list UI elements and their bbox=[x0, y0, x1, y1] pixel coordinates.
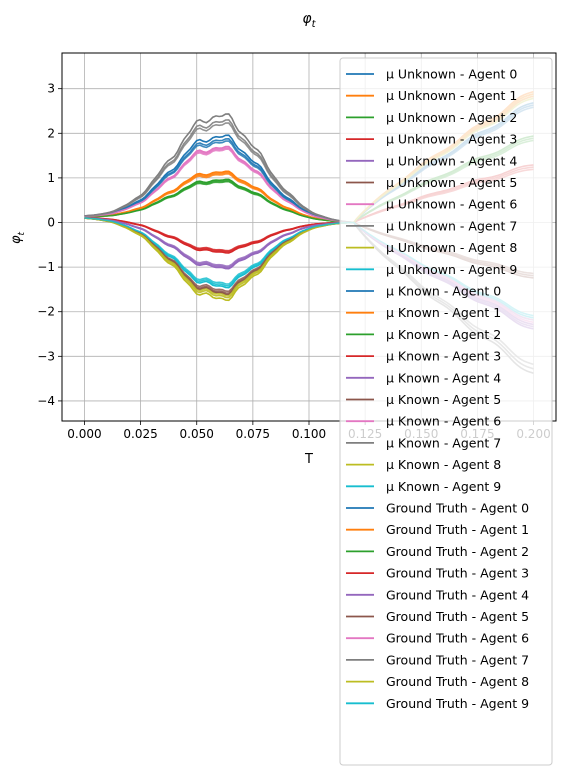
legend-label: Ground Truth - Agent 8 bbox=[386, 674, 529, 689]
legend-label: Ground Truth - Agent 1 bbox=[386, 522, 529, 537]
legend-label: μ Unknown - Agent 0 bbox=[386, 67, 517, 82]
legend-label: μ Unknown - Agent 4 bbox=[386, 153, 517, 168]
legend-label: μ Unknown - Agent 3 bbox=[386, 132, 517, 147]
legend-label: μ Known - Agent 1 bbox=[386, 305, 501, 320]
legend-label: μ Known - Agent 6 bbox=[386, 414, 501, 429]
y-axis-label-subscript: t bbox=[17, 231, 27, 235]
y-tick-label: −3 bbox=[37, 349, 55, 363]
legend-label: Ground Truth - Agent 0 bbox=[386, 501, 529, 516]
chart-title-main: φ bbox=[302, 11, 312, 27]
legend: μ Unknown - Agent 0 μ Unknown - Agent 1 μ … bbox=[339, 57, 553, 766]
x-tick-label: 0.075 bbox=[236, 427, 270, 441]
legend-label: μ Unknown - Agent 1 bbox=[386, 88, 517, 103]
series-lines bbox=[84, 90, 534, 374]
legend-label: μ Unknown - Agent 8 bbox=[386, 240, 517, 255]
legend-label: μ Unknown - Agent 7 bbox=[386, 218, 517, 233]
x-axis-label: T bbox=[304, 452, 313, 467]
y-tick-label: −4 bbox=[37, 394, 55, 408]
legend-label: μ Known - Agent 4 bbox=[386, 370, 501, 385]
legend-label: μ Unknown - Agent 6 bbox=[386, 197, 517, 212]
legend-label: μ Known - Agent 9 bbox=[386, 479, 501, 494]
y-axis-label: φt bbox=[9, 231, 27, 244]
chart-title-subscript: t bbox=[312, 19, 317, 30]
x-tick-label: 0.100 bbox=[292, 427, 326, 441]
y-tick-label: 3 bbox=[47, 82, 55, 96]
legend-label: Ground Truth - Agent 4 bbox=[386, 587, 529, 602]
x-tick-label: 0.000 bbox=[67, 427, 101, 441]
x-tick-label: 0.025 bbox=[123, 427, 157, 441]
y-tick-label: 2 bbox=[47, 126, 55, 140]
legend-label: μ Known - Agent 7 bbox=[386, 435, 501, 450]
legend-label: μ Unknown - Agent 2 bbox=[386, 110, 517, 125]
legend-label: Ground Truth - Agent 6 bbox=[386, 631, 529, 646]
legend-label: μ Known - Agent 5 bbox=[386, 392, 501, 407]
legend-label: μ Unknown - Agent 5 bbox=[386, 175, 517, 190]
y-axis-label-main: φ bbox=[9, 235, 24, 244]
legend-label: μ Unknown - Agent 9 bbox=[386, 262, 517, 277]
y-tick-label: −1 bbox=[37, 260, 55, 274]
legend-label: Ground Truth - Agent 3 bbox=[386, 566, 529, 581]
legend-label: Ground Truth - Agent 5 bbox=[386, 609, 529, 624]
x-tick-label: 0.050 bbox=[180, 427, 214, 441]
legend-box bbox=[339, 57, 553, 766]
y-axis-ticks: −4 −3 −2 −1 0 1 2 3 bbox=[37, 82, 62, 408]
legend-label: Ground Truth - Agent 2 bbox=[386, 544, 529, 559]
y-tick-label: 1 bbox=[47, 171, 55, 185]
legend-label: Ground Truth - Agent 9 bbox=[386, 696, 529, 711]
y-tick-label: −2 bbox=[37, 305, 55, 319]
chart-title: φt bbox=[302, 11, 316, 30]
y-tick-label: 0 bbox=[47, 216, 55, 230]
legend-label: μ Known - Agent 8 bbox=[386, 457, 501, 472]
legend-label: Ground Truth - Agent 7 bbox=[386, 652, 529, 667]
legend-label: μ Known - Agent 0 bbox=[386, 284, 501, 299]
legend-items: μ Unknown - Agent 0 μ Unknown - Agent 1 μ … bbox=[346, 67, 529, 711]
legend-label: μ Known - Agent 3 bbox=[386, 349, 501, 364]
legend-label: μ Known - Agent 2 bbox=[386, 327, 501, 342]
